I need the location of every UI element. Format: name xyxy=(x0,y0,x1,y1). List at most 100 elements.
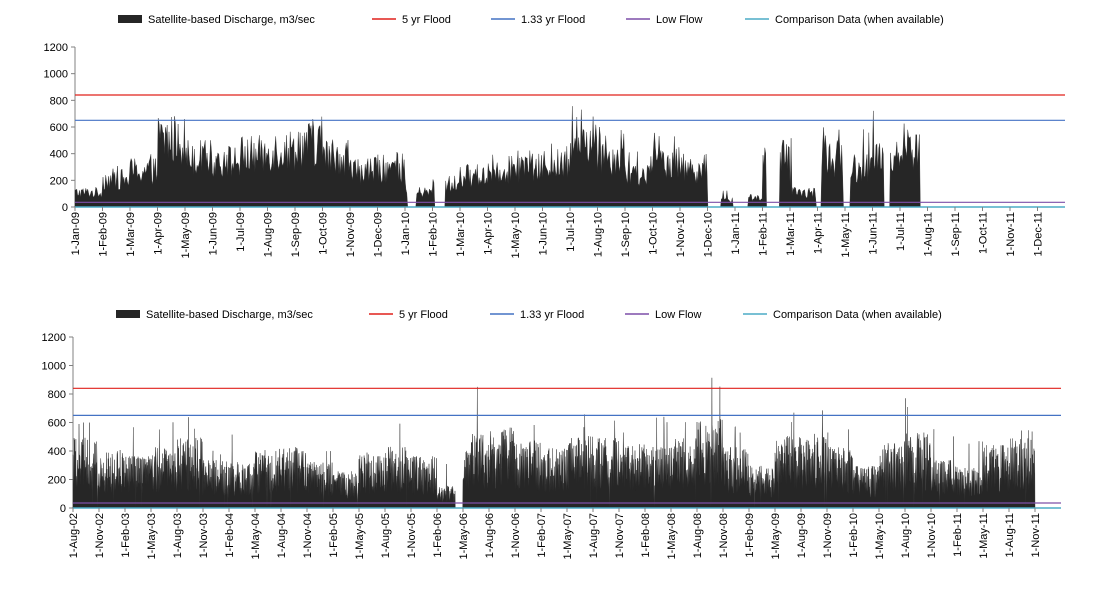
x-tick-label: 1-Feb-11 xyxy=(758,212,770,256)
x-tick-label: 1-Nov-09 xyxy=(822,513,834,558)
x-tick-label: 1-Nov-10 xyxy=(675,212,687,257)
y-tick-label: 1200 xyxy=(44,42,68,54)
x-tick-label: 1-Apr-10 xyxy=(483,212,495,255)
y-tick-label: 1200 xyxy=(42,332,66,344)
x-tick-label: 1-Nov-08 xyxy=(718,513,730,558)
x-tick-label: 1-Nov-03 xyxy=(198,513,210,558)
y-tick-label: 1000 xyxy=(44,69,68,81)
x-tick-label: 1-Nov-09 xyxy=(345,212,357,257)
x-tick-label: 1-Oct-11 xyxy=(978,212,990,254)
y-tick-label: 600 xyxy=(48,418,66,430)
x-tick-label: 1-Apr-09 xyxy=(153,212,165,255)
x-tick-label: 1-May-09 xyxy=(180,212,192,258)
x-tick-label: 1-Aug-05 xyxy=(380,513,392,558)
x-tick-label: 1-Dec-09 xyxy=(373,212,385,257)
legend-label: Low Flow xyxy=(655,309,702,321)
x-tick-label: 1-Sep-09 xyxy=(290,212,302,257)
x-tick-label: 1-Aug-08 xyxy=(692,513,704,558)
x-tick-label: 1-Feb-09 xyxy=(744,513,756,558)
legend-label: 5 yr Flood xyxy=(399,309,448,321)
discharge-area xyxy=(74,106,1065,208)
x-tick-label: 1-May-07 xyxy=(562,513,574,559)
legend-swatch-discharge xyxy=(118,15,142,23)
x-tick-label: 1-Nov-05 xyxy=(406,513,418,558)
x-tick-label: 1-May-11 xyxy=(840,212,852,258)
x-tick-label: 1-Jul-11 xyxy=(895,212,907,251)
x-tick-label: 1-Mar-10 xyxy=(455,212,467,257)
x-tick-label: 1-Sep-11 xyxy=(950,212,962,256)
x-tick-label: 1-Aug-11 xyxy=(923,212,935,256)
y-tick-label: 200 xyxy=(50,175,68,187)
legend-label: 1.33 yr Flood xyxy=(520,309,584,321)
x-tick-label: 1-Jan-11 xyxy=(730,212,742,255)
x-tick-label: 1-Sep-10 xyxy=(620,212,632,257)
x-tick-label: 1-Aug-09 xyxy=(263,212,275,257)
legend-label: Satellite-based Discharge, m3/sec xyxy=(146,309,313,321)
legend-label: Comparison Data (when available) xyxy=(773,309,942,321)
x-tick-label: 1-Aug-04 xyxy=(276,513,288,558)
x-tick-label: 1-Aug-09 xyxy=(796,513,808,558)
x-tick-label: 1-May-09 xyxy=(770,513,782,559)
x-tick-label: 1-Feb-03 xyxy=(120,513,132,558)
y-tick-label: 800 xyxy=(50,95,68,107)
x-tick-label: 1-Oct-09 xyxy=(318,212,330,255)
y-tick-label: 400 xyxy=(50,149,68,161)
y-tick-label: 200 xyxy=(48,475,66,487)
x-tick-label: 1-Nov-04 xyxy=(302,513,314,558)
x-tick-label: 1-Aug-06 xyxy=(484,513,496,558)
x-tick-label: 1-May-06 xyxy=(458,513,470,559)
x-tick-label: 1-Aug-02 xyxy=(68,513,80,558)
x-tick-label: 1-Jul-09 xyxy=(235,212,247,252)
x-tick-label: 1-May-04 xyxy=(250,513,262,559)
y-tick-label: 800 xyxy=(48,389,66,401)
y-tick-label: 0 xyxy=(62,202,68,214)
x-tick-label: 1-Aug-10 xyxy=(900,513,912,558)
x-tick-label: 1-Nov-07 xyxy=(614,513,626,558)
x-tick-label: 1-Aug-07 xyxy=(588,513,600,558)
x-tick-label: 1-Feb-07 xyxy=(536,513,548,558)
x-tick-label: 1-Mar-11 xyxy=(785,212,797,256)
y-tick-label: 0 xyxy=(60,503,66,515)
x-tick-label: 1-Feb-06 xyxy=(432,513,444,558)
x-tick-label: 1-May-10 xyxy=(510,212,522,258)
x-tick-label: 1-Aug-03 xyxy=(172,513,184,558)
y-tick-label: 400 xyxy=(48,446,66,458)
x-tick-label: 1-Dec-10 xyxy=(703,212,715,257)
x-tick-label: 1-Feb-08 xyxy=(640,513,652,558)
x-tick-label: 1-Apr-11 xyxy=(813,212,825,254)
x-tick-label: 1-Aug-10 xyxy=(593,212,605,257)
chart-1: Satellite-based Discharge, m3/sec 5 yr Fl… xyxy=(44,14,1065,258)
x-tick-label: 1-Jan-10 xyxy=(400,212,412,255)
x-tick-label: 1-Feb-05 xyxy=(328,513,340,558)
x-tick-label: 1-Feb-09 xyxy=(98,212,110,257)
x-tick-label: 1-May-03 xyxy=(146,513,158,559)
y-tick-label: 600 xyxy=(50,122,68,134)
x-tick-label: 1-Jul-10 xyxy=(565,212,577,252)
x-tick-label: 1-Oct-10 xyxy=(648,212,660,255)
legend-label: Low Flow xyxy=(656,14,703,26)
discharge-area xyxy=(72,377,1061,509)
x-tick-label: 1-Feb-10 xyxy=(428,212,440,257)
legend-swatch-discharge xyxy=(116,310,140,318)
x-tick-label: 1-Nov-11 xyxy=(1005,212,1017,256)
x-tick-label: 1-May-11 xyxy=(978,513,990,559)
x-tick-label: 1-Nov-11 xyxy=(1030,513,1042,557)
legend-label: 1.33 yr Flood xyxy=(521,14,585,26)
x-tick-label: 1-Nov-06 xyxy=(510,513,522,558)
x-tick-label: 1-Jan-09 xyxy=(70,212,82,255)
legend-label: Satellite-based Discharge, m3/sec xyxy=(148,14,315,26)
x-tick-label: 1-Feb-04 xyxy=(224,513,236,558)
y-tick-label: 1000 xyxy=(42,361,66,373)
x-tick-label: 1-Mar-09 xyxy=(125,212,137,257)
x-tick-label: 1-Feb-11 xyxy=(952,513,964,557)
x-tick-label: 1-May-10 xyxy=(874,513,886,559)
x-tick-label: 1-Aug-11 xyxy=(1004,513,1016,557)
x-tick-label: 1-Nov-02 xyxy=(94,513,106,558)
x-tick-label: 1-Jun-10 xyxy=(538,212,550,255)
x-tick-label: 1-Dec-11 xyxy=(1033,212,1045,256)
chart-2: Satellite-based Discharge, m3/sec 5 yr Fl… xyxy=(42,309,1061,559)
legend-label: Comparison Data (when available) xyxy=(775,14,944,26)
x-tick-label: 1-May-05 xyxy=(354,513,366,559)
